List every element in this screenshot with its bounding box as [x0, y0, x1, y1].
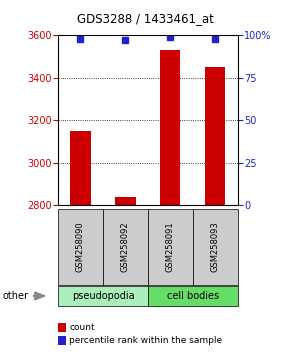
Bar — [115, 197, 135, 205]
Text: other: other — [3, 291, 29, 301]
Text: GDS3288 / 1433461_at: GDS3288 / 1433461_at — [77, 12, 213, 25]
Text: count: count — [69, 323, 95, 332]
Bar — [70, 131, 90, 205]
Text: pseudopodia: pseudopodia — [72, 291, 134, 301]
Text: GSM258090: GSM258090 — [76, 222, 85, 272]
Text: GSM258092: GSM258092 — [121, 222, 130, 272]
Text: GSM258093: GSM258093 — [211, 222, 220, 272]
Text: percentile rank within the sample: percentile rank within the sample — [69, 336, 222, 345]
Bar — [205, 67, 225, 205]
Bar — [160, 50, 180, 205]
Text: cell bodies: cell bodies — [167, 291, 219, 301]
Text: GSM258091: GSM258091 — [166, 222, 175, 272]
